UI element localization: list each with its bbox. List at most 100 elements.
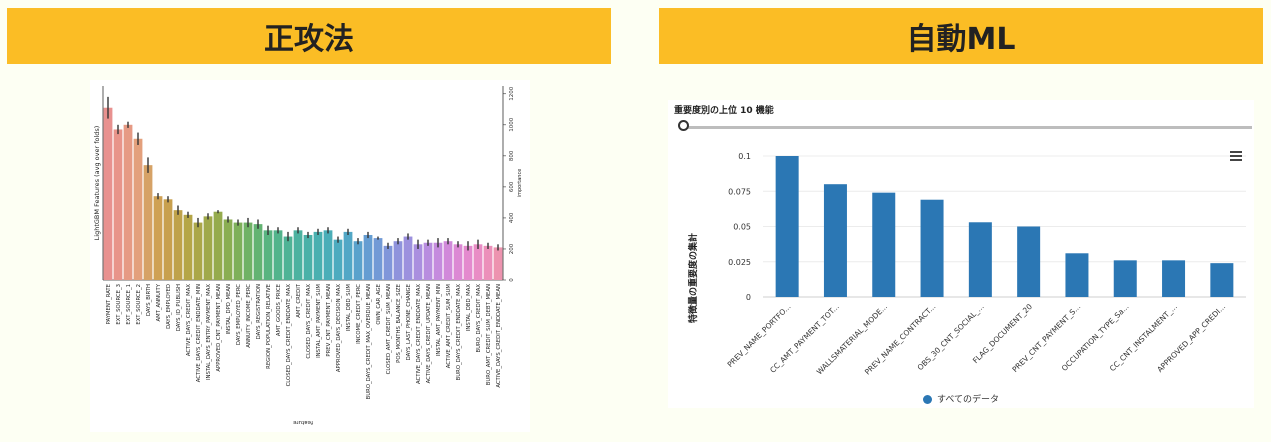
lightgbm-feature-importance-chart: PAYMENT_RATE EXT_SOURCE_3 EXT_SOURCE_1 EXT_… <box>90 80 530 432</box>
x-tick-label: EXT_SOURCE_2 <box>136 284 142 325</box>
top-k-slider-handle[interactable] <box>678 120 689 131</box>
x-tick-label: PREV_CNT_PAYMENT_MEAN <box>326 284 332 357</box>
x-tick-label: ANNUITY_INCOME_PERC <box>246 284 252 348</box>
bar <box>293 230 303 280</box>
x-tick-label: PAYMENT_RATE <box>106 283 112 324</box>
legend-label: すべてのデータ <box>936 395 999 405</box>
bar <box>473 244 483 280</box>
x-tick-label: AMT_GOODS_PRICE <box>276 283 282 336</box>
left-banner-title: 正攻法 <box>7 8 611 64</box>
bar <box>383 245 393 280</box>
x-tick-label: BURO_DAYS_CREDIT_MAX_OVERDUE_MEAN <box>366 284 372 399</box>
y-tick-label: 0.025 <box>728 258 751 267</box>
bar <box>423 242 433 280</box>
bar <box>463 245 473 280</box>
x-tick-label: DAYS_REGISTRATION <box>256 284 262 339</box>
bar <box>253 224 263 280</box>
bar <box>283 236 293 280</box>
bar <box>373 238 383 280</box>
bar <box>968 222 992 297</box>
x-tick-label: AMT_ANNUITY <box>156 283 162 321</box>
x-tick-label: DAYS_ID_PUBLISH <box>176 284 182 331</box>
bar <box>223 219 233 280</box>
x-tick-label: INSTAL_AMT_PAYMENT_MIN <box>436 284 442 356</box>
bar <box>872 192 896 297</box>
bar <box>413 244 423 280</box>
right-banner-title: 自動ML <box>659 8 1263 64</box>
bar <box>1017 226 1041 297</box>
automl-chart-title: 重要度別の上位 10 機能 <box>674 106 774 116</box>
x-tick-label: REGION_POPULATION_RELATIVE <box>266 283 272 369</box>
bar <box>323 230 333 280</box>
x-tick-label: CLOSED_AMT_CREDIT_SUM_MEAN <box>386 284 392 374</box>
x-tick-label: CLOSED_DAYS_CREDIT_ENDDATE_MAX <box>286 284 292 387</box>
y-tick-label: 1000 <box>509 117 515 131</box>
bar <box>163 199 173 280</box>
top-k-slider-track[interactable] <box>684 126 1252 129</box>
x-tick-label: BURO_DAYS_CREDIT_ENDDATE_MAX <box>456 284 462 381</box>
x-tick-label: BURO_DAYS_CREDIT_MAX <box>476 284 482 353</box>
automl-feature-importance-panel: 重要度別の上位 10 機能 0 0.025 0.05 0.075 0.1 PREV_NAM… <box>668 100 1254 408</box>
bar <box>493 247 503 280</box>
x-tick-label: INSTAL_AMT_PAYMENT_SUM <box>316 284 322 358</box>
legend-dot-icon <box>922 395 932 404</box>
x-tick-label: AMT_CREDIT <box>296 283 302 317</box>
bar <box>920 199 944 297</box>
chart-legend[interactable]: すべてのデータ <box>668 392 1254 405</box>
bar <box>823 184 847 297</box>
bar <box>1065 253 1089 297</box>
y-tick-label: 0 <box>746 293 751 302</box>
bar <box>1113 260 1137 297</box>
bar <box>153 196 163 280</box>
bar <box>243 222 253 280</box>
bar <box>123 124 133 280</box>
bar <box>443 241 453 280</box>
automl-chart-svg: 00.0250.050.0750.1PREV_NAME_PORTFO...CC_… <box>687 152 1246 377</box>
x-tick-label: INSTAL_DAYS_ENTRY_PAYMENT_MAX <box>206 284 212 380</box>
bar <box>333 239 343 280</box>
x-tick-label: DAYS_BIRTH <box>146 284 152 316</box>
y-tick-label: 600 <box>509 181 515 192</box>
bar <box>483 245 493 280</box>
bar <box>353 241 363 280</box>
x-tick-label: ACTIVE_DAYS_CREDIT_UPDATE_MEAN <box>426 284 432 383</box>
bar <box>1162 260 1186 297</box>
y-axis-label: 特徴量の重要度の集計 <box>687 233 699 323</box>
x-tick-label: ACTIVE_DAYS_CREDIT_ENDDATE_MIN <box>196 284 202 382</box>
y-tick-label: 800 <box>509 150 515 161</box>
bar <box>1210 263 1234 297</box>
x-tick-label: POS_MONTHS_BALANCE_SIZE <box>396 283 402 362</box>
bar <box>303 234 313 280</box>
y-tick-label: 0.075 <box>728 187 751 196</box>
x-tick-label: APPROVED_CNT_PAYMENT_MEAN <box>216 284 222 372</box>
bar <box>113 129 123 280</box>
x-tick-label: ACTIVE_DAYS_CREDIT_ENDDATE_MAX <box>416 284 422 384</box>
x-tick-label: INSTAL_DBD_MAX <box>466 284 472 332</box>
bar <box>263 230 273 280</box>
x-tick-label: OWN_CAR_AGE <box>376 283 382 324</box>
y-tick-label: 400 <box>509 212 515 223</box>
bar <box>433 242 443 280</box>
chart-menu-icon[interactable] <box>1230 151 1242 161</box>
x-tick-label: ACTIVE_DAYS_CREDIT_ENDDATE_MEAN <box>496 284 502 388</box>
x-tick-label: DAYS_EMPLOYED_PERC <box>236 284 242 345</box>
bar <box>203 216 213 280</box>
x-tick-label: ACTIVE_DAYS_CREDIT_MAX <box>186 284 192 357</box>
y-tick-label: 0 <box>509 278 515 282</box>
y-tick-label: 1200 <box>509 86 515 100</box>
bar <box>403 236 413 280</box>
x-tick-label: INSTAL_DPD_MEAN <box>226 284 232 334</box>
x-tick-label: INSTAL_DBD_SUM <box>346 284 352 332</box>
x-tick-label: EXT_SOURCE_1 <box>126 284 132 325</box>
bar <box>343 231 353 280</box>
y-tick-label: 0.05 <box>733 223 751 232</box>
y-tick-label: 200 <box>509 243 515 254</box>
x-tick-label: BURO_AMT_CREDIT_SUM_DEBT_MEAN <box>486 284 492 385</box>
bar <box>133 138 143 280</box>
bar <box>273 230 283 280</box>
bar <box>193 222 203 280</box>
x-tick-label: CLOSED_DAYS_CREDIT_MAX <box>306 284 312 359</box>
x-tick-label: INCOME_CREDIT_PERC <box>356 284 362 344</box>
bar <box>393 241 403 280</box>
x-tick-label: ACTIVE_AMT_CREDIT_SUM_SUM <box>446 284 452 369</box>
